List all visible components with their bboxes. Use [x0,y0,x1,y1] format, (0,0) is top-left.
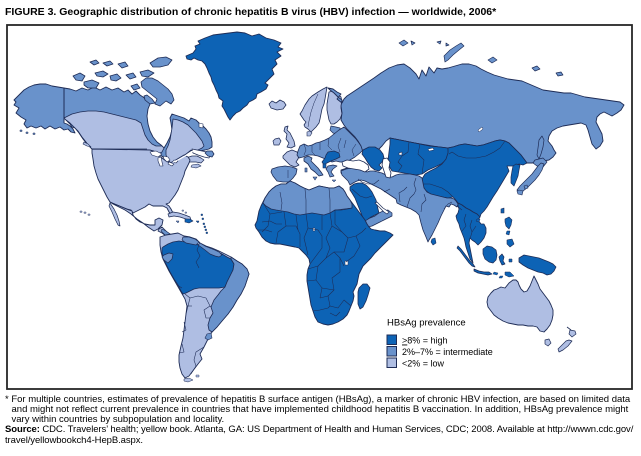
svg-text:>8% = high: >8% = high [402,336,448,346]
svg-text:HBsAg prevalence: HBsAg prevalence [387,318,466,329]
svg-text:<2% = low: <2% = low [402,359,445,369]
svg-text:2%–7% = intermediate: 2%–7% = intermediate [402,347,493,357]
